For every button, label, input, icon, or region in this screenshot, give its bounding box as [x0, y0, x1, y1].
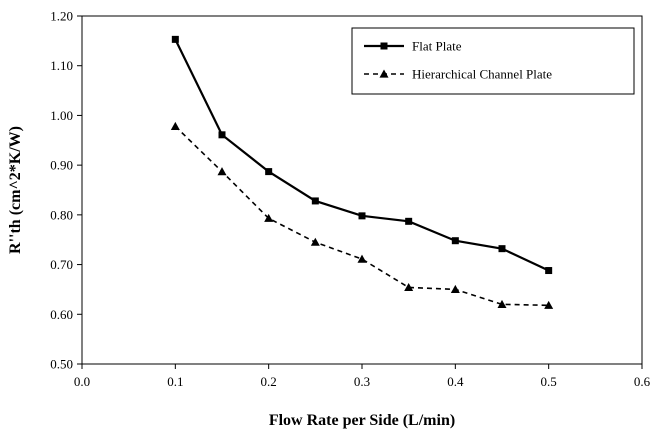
x-tick-label: 0.6	[634, 374, 651, 389]
data-point	[545, 267, 553, 275]
data-point	[265, 168, 273, 176]
y-tick-label: 0.70	[50, 257, 73, 272]
x-tick-label: 0.0	[74, 374, 90, 389]
axes: 0.0 0.1 0.2 0.3 0.4 0.5 0.6 0.50 0.60 0.70 0.80 0.9…	[50, 9, 650, 390]
x-tick-label: 0.5	[541, 374, 557, 389]
y-tick-label: 1.20	[50, 9, 73, 24]
data-point	[405, 217, 413, 225]
series-layer	[170, 35, 554, 309]
x-tick-label: 0.2	[261, 374, 277, 389]
x-tick-label: 0.1	[167, 374, 183, 389]
data-point	[498, 245, 506, 253]
legend-label: Hierarchical Channel Plate	[412, 67, 552, 82]
y-tick-label: 0.90	[50, 158, 73, 173]
data-point	[497, 299, 507, 308]
data-point	[451, 237, 459, 245]
data-point	[450, 284, 460, 294]
data-point	[544, 300, 554, 309]
legend-label: Flat Plate	[412, 39, 462, 54]
data-point	[264, 213, 274, 222]
data-point	[171, 35, 179, 43]
data-point	[311, 197, 319, 205]
data-point	[404, 282, 414, 292]
y-tick-label: 1.10	[50, 58, 73, 73]
y-tick-label: 0.80	[50, 207, 73, 222]
legend-marker	[379, 69, 389, 78]
x-axis-title: Flow Rate per Side (L/min)	[269, 412, 455, 429]
data-point	[357, 254, 367, 263]
legend-marker	[380, 42, 388, 50]
y-tick-label: 0.50	[50, 357, 73, 372]
x-tick-label: 0.4	[447, 374, 464, 389]
y-tick-label: 1.00	[50, 108, 73, 123]
data-point	[310, 237, 320, 246]
series-hierarchical-channel-plate	[170, 121, 554, 309]
data-point	[170, 121, 180, 130]
legend: Flat Plate Hierarchical Channel Plate	[351, 27, 635, 95]
y-tick-label: 0.60	[50, 307, 73, 322]
x-tick-label: 0.3	[354, 374, 370, 389]
y-axis-title: R''th (cm^2*K/W)	[7, 126, 24, 254]
series-flat-plate	[171, 35, 553, 275]
data-point	[217, 167, 227, 176]
legend-box	[351, 27, 635, 95]
data-point	[358, 212, 366, 220]
data-point	[218, 131, 226, 139]
